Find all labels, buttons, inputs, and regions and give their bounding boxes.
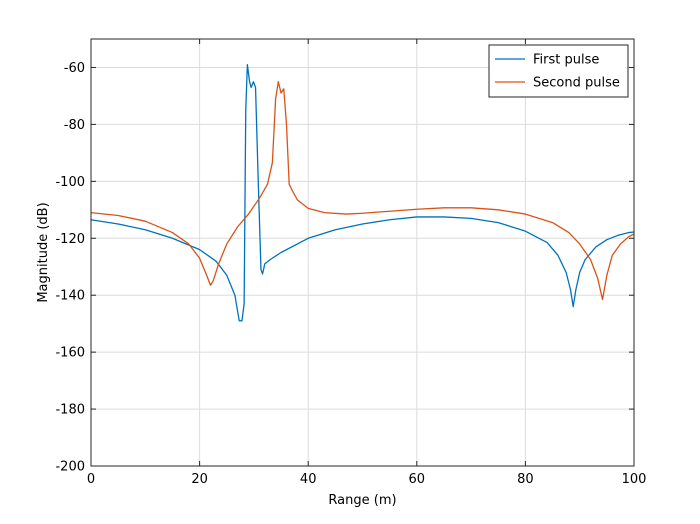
series-line-second-pulse — [90, 81, 635, 301]
tick-labels: 0 20 40 60 80 100 -200 -180 -160 -140 -120 -100 -80 -… — [55, 61, 646, 487]
y-tick-label: -160 — [55, 346, 85, 361]
x-tick-label: 20 — [191, 472, 208, 487]
legend: First pulse Second pulse — [488, 44, 629, 98]
ticks — [90, 39, 635, 467]
y-tick-label: -180 — [55, 403, 85, 418]
grid — [90, 39, 635, 467]
y-tick-label: -80 — [64, 118, 85, 133]
x-tick-label: 0 — [87, 472, 95, 487]
x-tick-label: 40 — [300, 472, 317, 487]
y-tick-label: -60 — [64, 61, 85, 76]
x-tick-label: 100 — [622, 472, 647, 487]
legend-label-second-pulse: Second pulse — [533, 76, 620, 91]
x-tick-label: 60 — [409, 472, 426, 487]
legend-label-first-pulse: First pulse — [533, 53, 599, 68]
y-axis-label: Magnitude (dB) — [36, 202, 51, 302]
series-layer — [90, 63, 635, 322]
series-line-first-pulse — [90, 63, 635, 322]
x-axis-label: Range (m) — [328, 493, 396, 508]
y-tick-label: -100 — [55, 175, 85, 190]
x-tick-label: 80 — [517, 472, 534, 487]
y-tick-label: -140 — [55, 289, 85, 304]
y-tick-label: -120 — [55, 232, 85, 247]
y-tick-label: -200 — [55, 460, 85, 475]
legend-box — [488, 44, 629, 98]
plot-area-frame — [90, 38, 635, 467]
